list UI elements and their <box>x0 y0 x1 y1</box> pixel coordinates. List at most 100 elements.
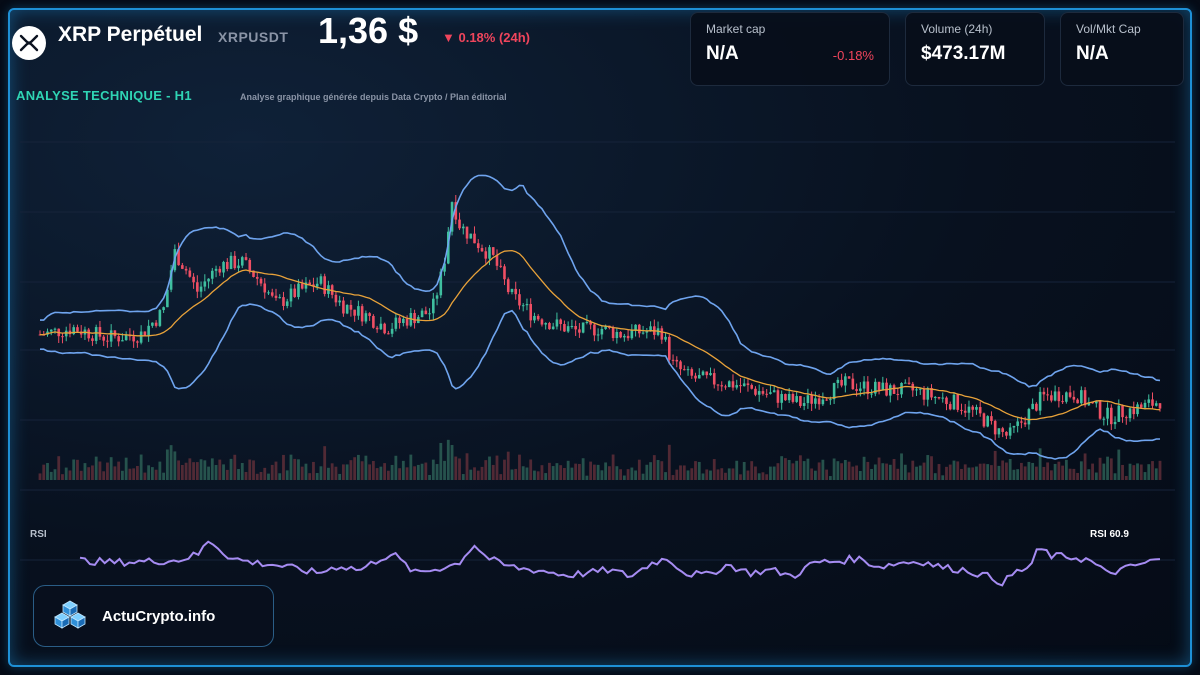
candle-body <box>1068 392 1072 397</box>
volume-bar <box>109 457 113 480</box>
volume-bar <box>173 451 177 480</box>
bollinger-lower-band <box>40 303 1160 460</box>
candle-body <box>293 288 297 297</box>
candle-body <box>997 428 1001 435</box>
volume-bar <box>615 466 619 480</box>
stat-label: Vol/Mkt Cap <box>1076 22 1141 36</box>
volume-bar <box>143 472 147 480</box>
candle-body <box>360 306 364 322</box>
volume-bar <box>263 467 267 480</box>
candle-body <box>667 336 671 360</box>
volume-bar <box>1094 472 1098 480</box>
volume-bar <box>1106 456 1109 480</box>
candle-body <box>461 226 465 229</box>
volume-bar <box>57 456 61 480</box>
candle-body <box>1057 391 1061 402</box>
candle-body <box>694 375 697 379</box>
stat-label: Volume (24h) <box>921 22 993 36</box>
candle-body <box>697 374 701 379</box>
section-subtitle: Analyse graphique générée depuis Data Cr… <box>240 92 507 102</box>
candle-body <box>776 390 780 403</box>
candle-body <box>956 394 960 410</box>
volume-bar <box>248 459 252 480</box>
volume-bar <box>1008 458 1012 480</box>
volume-bar <box>656 460 660 480</box>
volume-bar <box>76 459 79 480</box>
volume-bar <box>91 465 94 480</box>
volume-bar <box>521 466 525 480</box>
candle-body <box>866 381 870 394</box>
candle-body <box>454 202 458 220</box>
candle-body <box>712 373 716 385</box>
candle-body <box>1124 417 1128 419</box>
candle-body <box>540 319 544 325</box>
candle-body <box>136 341 139 343</box>
volume-bar <box>255 473 259 480</box>
volume-bar <box>1031 462 1035 480</box>
candle-body <box>772 390 776 393</box>
volume-bar <box>795 460 799 480</box>
candle-body <box>349 304 353 310</box>
candle-body <box>473 233 476 244</box>
volume-bar <box>574 463 578 480</box>
volume-bar <box>180 464 184 480</box>
candle-body <box>877 381 881 391</box>
volume-bar <box>933 473 937 480</box>
candle-body <box>248 259 252 271</box>
volume-bar <box>203 460 207 480</box>
candle-body <box>428 313 431 315</box>
volume-bar <box>993 450 997 480</box>
volume-bar <box>413 466 416 480</box>
volume-bar <box>1143 472 1147 480</box>
volume-bar <box>735 460 739 480</box>
candle-body <box>432 298 435 314</box>
volume-bar <box>371 460 375 480</box>
candle-body <box>383 323 386 334</box>
candle-body <box>1087 402 1091 406</box>
volume-bar <box>499 474 503 480</box>
volume-bar <box>982 463 986 480</box>
candle-body <box>971 406 975 410</box>
volume-bar <box>810 468 814 480</box>
volume-bar <box>177 460 180 480</box>
volume-bar <box>491 464 495 480</box>
candle-body <box>990 416 993 421</box>
volume-bar <box>585 475 589 480</box>
volume-bar <box>862 456 866 480</box>
volume-bar <box>1053 463 1057 480</box>
candle-body <box>544 323 547 325</box>
volume-bar <box>285 470 289 480</box>
volume-bar <box>439 442 443 480</box>
page-title: XRP Perpétuel <box>58 23 203 46</box>
volume-bar <box>244 471 248 480</box>
volume-bar <box>49 471 53 480</box>
candle-body <box>319 276 323 284</box>
candle-body <box>91 338 94 341</box>
volume-bar <box>338 473 342 480</box>
candle-body <box>357 306 360 316</box>
candle-body <box>859 388 862 391</box>
candle-body <box>98 327 102 337</box>
volume-bar <box>619 469 623 480</box>
volume-bar <box>1091 463 1094 480</box>
candle-body <box>829 399 832 401</box>
candle-body <box>1132 408 1136 415</box>
volume-bar <box>199 459 203 480</box>
volume-bar <box>87 467 91 480</box>
candle-body <box>975 407 978 410</box>
brand-badge[interactable]: ActuCrypto.info <box>33 585 274 647</box>
candle-body <box>551 326 555 330</box>
candle-body <box>1083 390 1087 406</box>
volume-bar <box>293 458 297 480</box>
volume-bar <box>428 474 431 480</box>
volume-bar <box>855 465 858 480</box>
volume-bar <box>1151 461 1154 480</box>
candle-body <box>154 322 158 326</box>
candle-body <box>342 300 345 314</box>
candle-body <box>521 305 525 307</box>
volume-bar <box>802 461 806 480</box>
volume-bar <box>514 468 518 480</box>
volume-bar <box>476 470 480 480</box>
volume-bar <box>154 469 158 480</box>
volume-bar <box>828 476 832 480</box>
